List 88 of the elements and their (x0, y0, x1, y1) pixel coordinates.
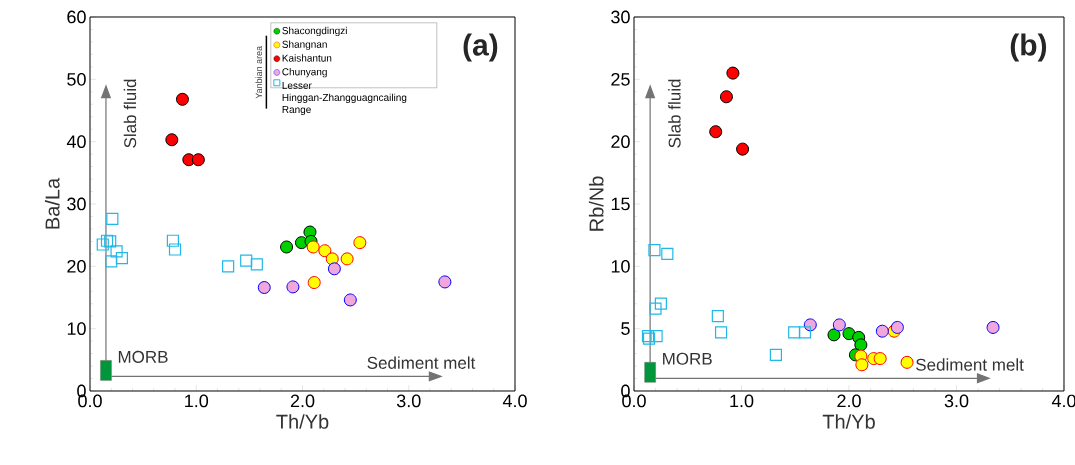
point (286, 280, 300, 294)
annotation: Slab fluid (123, 79, 137, 148)
point (714, 326, 728, 339)
y-tick-label: 20 (67, 259, 86, 273)
y-tick-label: 10 (611, 259, 630, 273)
annotation: (a) (463, 33, 498, 62)
point (769, 348, 782, 361)
point (986, 320, 1000, 334)
point (257, 281, 271, 295)
point (166, 234, 179, 247)
point (96, 238, 109, 251)
point (343, 293, 357, 307)
y-tick-label: 60 (67, 10, 86, 24)
legend-label: Kaishantun (282, 54, 332, 62)
legend-label: Chunyang (282, 68, 327, 78)
point (105, 255, 118, 268)
point (175, 92, 189, 106)
annotation: Sediment melt (367, 356, 476, 369)
annotation: Sediment melt (916, 358, 1024, 371)
point (115, 252, 128, 265)
point (165, 133, 179, 147)
legend-label: Shacongdingzi (282, 26, 347, 37)
point (191, 153, 205, 167)
point (325, 252, 339, 266)
x-tick-label: 2.0 (290, 394, 315, 408)
point (832, 318, 846, 332)
y-tick-label: 30 (67, 197, 86, 211)
y-tick-label: 50 (67, 72, 86, 86)
point (280, 240, 294, 254)
point (306, 240, 320, 254)
legend-label: Shangnan (282, 40, 327, 50)
point (104, 235, 117, 248)
y-tick-label: 25 (611, 72, 630, 86)
y-tick-label: 20 (611, 135, 630, 149)
point (654, 297, 667, 310)
point (106, 212, 119, 226)
point (649, 302, 662, 315)
annotation: MORB (118, 350, 168, 363)
x-tick-label: 4.0 (1051, 394, 1075, 408)
x-tick-label: 1.0 (730, 394, 754, 408)
point (736, 142, 750, 156)
y-axis-title: Ba/La (44, 177, 60, 229)
legend-title: Yanbian area (255, 45, 263, 99)
point (798, 326, 812, 339)
point (855, 358, 869, 372)
point (650, 330, 663, 343)
y-tick-label: 10 (67, 322, 86, 336)
point (709, 125, 723, 139)
y-tick-label: 15 (611, 197, 630, 211)
point (890, 320, 904, 334)
x-axis-title: Th/Yb (276, 414, 329, 429)
point (875, 324, 889, 338)
x-tick-label: 3.0 (396, 394, 421, 408)
annotation: Slab fluid (668, 79, 681, 148)
point (240, 254, 253, 267)
point (827, 328, 841, 342)
x-axis-title: Th/Yb (822, 414, 875, 429)
point (854, 338, 868, 352)
x-tick-label: 1.0 (185, 394, 209, 408)
y-axis-title: Rb/Nb (588, 176, 604, 231)
y-tick-label: 40 (66, 135, 86, 149)
point (353, 236, 367, 250)
point (110, 245, 123, 258)
point (726, 66, 740, 80)
annotation: MORB (663, 352, 712, 365)
point (250, 258, 263, 271)
point (340, 252, 354, 266)
y-tick-label: 5 (621, 322, 630, 335)
point (711, 310, 724, 323)
point (788, 326, 801, 339)
point (168, 243, 182, 256)
point (900, 355, 914, 369)
y-tick-label: 30 (611, 10, 630, 24)
point (222, 260, 235, 273)
point (873, 352, 887, 366)
point (327, 262, 341, 276)
point (318, 244, 332, 258)
point (661, 247, 674, 260)
annotation: (b) (1010, 33, 1047, 62)
point (438, 275, 452, 289)
x-tick-label: 2.0 (837, 394, 861, 408)
x-tick-label: 3.0 (944, 394, 969, 408)
point (719, 90, 733, 104)
point (648, 244, 661, 257)
point (307, 276, 321, 290)
x-tick-label: 4.0 (502, 394, 527, 408)
legend-label: Lesser Hinggan-Zhangguagncailing Range (282, 82, 407, 115)
point (100, 234, 114, 247)
